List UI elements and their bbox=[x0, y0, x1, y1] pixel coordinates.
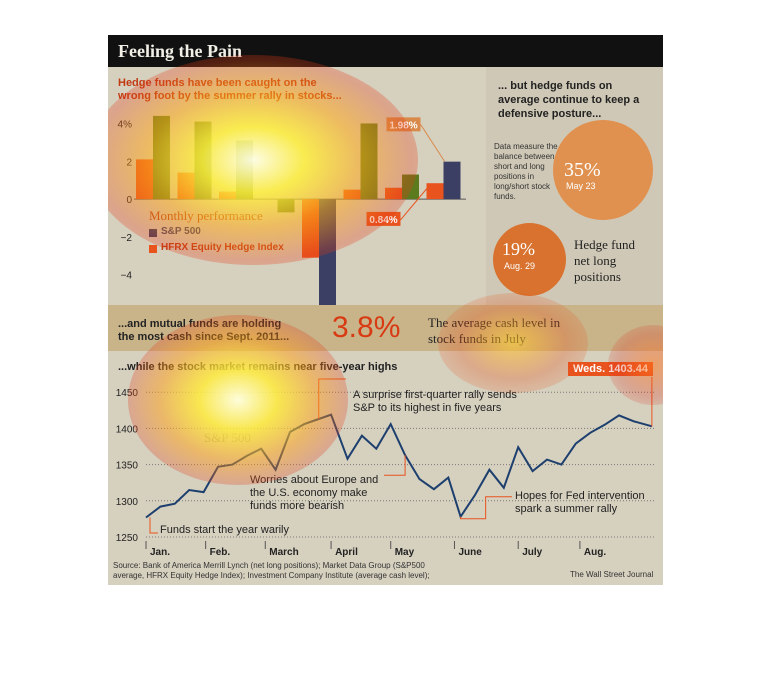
aug-date: Aug. 29 bbox=[504, 261, 536, 271]
circle-aug bbox=[493, 223, 566, 296]
line-xtick-label: Feb. bbox=[210, 547, 231, 558]
line-xtick-label: July bbox=[522, 547, 542, 558]
bar-sp500 bbox=[153, 115, 170, 200]
graphic-title: Feeling the Pain bbox=[118, 41, 242, 61]
bar-ytick: −2 bbox=[121, 233, 133, 244]
line-ytick: 1300 bbox=[116, 497, 139, 508]
bar-chart: 4%20−2−4−6Jan.Feb.MarchAprilMayJuneJulyA… bbox=[118, 115, 466, 305]
leader-start bbox=[149, 517, 158, 534]
bar-ytick: −4 bbox=[121, 271, 133, 282]
annotation-fed: Hopes for Fed intervention spark a summe… bbox=[515, 490, 645, 515]
line-ytick: 1350 bbox=[116, 461, 139, 472]
line-xtick-label: Jan. bbox=[150, 547, 170, 558]
cash-value: 3.8% bbox=[332, 311, 401, 344]
may-value: 35% bbox=[564, 159, 601, 181]
bar-sp500 bbox=[360, 123, 378, 200]
positions-heading: ... but hedge funds on average continue … bbox=[498, 80, 640, 120]
data-label-sp500: 1.98% bbox=[389, 120, 417, 131]
leader-fed bbox=[460, 496, 512, 520]
bar-sp500 bbox=[443, 161, 461, 200]
leader-rally bbox=[318, 378, 346, 420]
leader-europe bbox=[384, 455, 406, 476]
line-ytick: 1450 bbox=[116, 388, 139, 399]
bar-sp500 bbox=[402, 174, 419, 200]
index-panel: ...while the stock market remains near f… bbox=[108, 351, 663, 585]
line-ytick: 1250 bbox=[116, 533, 139, 544]
bar-sp500 bbox=[319, 199, 336, 305]
bar-hfrx bbox=[343, 189, 361, 200]
line-xtick-label: April bbox=[335, 547, 358, 558]
cash-heading: ...and mutual funds are holding the most… bbox=[118, 318, 290, 343]
bar-hfrx bbox=[385, 187, 402, 200]
title-bar: Feeling the Pain bbox=[108, 35, 663, 67]
positions-panel: ... but hedge funds on average continue … bbox=[486, 67, 663, 305]
bar-ytick: 4% bbox=[118, 119, 133, 130]
annotation-europe: Worries about Europe and the U.S. econom… bbox=[250, 474, 379, 512]
series-label: S&P 500 bbox=[204, 430, 251, 445]
line-xtick-label: March bbox=[269, 547, 298, 558]
bar-hfrx bbox=[177, 172, 195, 200]
legend-title: Monthly performance bbox=[149, 208, 263, 223]
infographic: Feeling the Pain Hedge funds have been c… bbox=[108, 35, 663, 585]
line-chart: 1250 1300 1350 1400 1450 Jan. Feb. March April Ma… bbox=[116, 377, 656, 558]
bar-sp500 bbox=[194, 121, 212, 200]
latest-callout: Weds. 1403.44 bbox=[568, 362, 654, 376]
legend-swatch-hfrx bbox=[149, 245, 157, 253]
legend-swatch-sp500 bbox=[149, 229, 157, 237]
cash-panel: ...and mutual funds are holding the most… bbox=[108, 305, 663, 351]
label-leader-sp500 bbox=[420, 124, 445, 162]
source-note: Source: Bank of America Merrill Lynch (n… bbox=[113, 561, 430, 580]
annotation-start: Funds start the year warily bbox=[160, 524, 289, 536]
bar-ytick: 0 bbox=[126, 195, 132, 206]
bar-hfrx bbox=[219, 191, 236, 200]
annotation-rally: A surprise first-quarter rally sends S&P… bbox=[353, 389, 517, 414]
cash-caption: The average cash level in stock funds in… bbox=[428, 315, 561, 346]
bar-hfrx bbox=[426, 183, 444, 200]
bar-sp500 bbox=[236, 140, 253, 200]
line-xtick-label: Aug. bbox=[584, 547, 606, 558]
positions-caption: Hedge fund net long positions bbox=[574, 237, 636, 284]
credit: The Wall Street Journal bbox=[570, 570, 654, 579]
data-label-hfrx: 0.84% bbox=[369, 215, 397, 226]
legend-label-sp500: S&P 500 bbox=[161, 226, 201, 237]
line-xtick-label: May bbox=[395, 547, 415, 558]
bar-hfrx bbox=[302, 199, 319, 258]
legend-label-hfrx: HFRX Equity Hedge Index bbox=[161, 242, 284, 253]
may-date: May 23 bbox=[566, 181, 596, 191]
circle-may bbox=[553, 120, 653, 220]
bar-sp500 bbox=[277, 199, 295, 213]
aug-value: 19% bbox=[502, 239, 535, 259]
bar-ytick: 2 bbox=[126, 157, 132, 168]
bar-hfrx bbox=[136, 159, 153, 200]
line-xtick-label: June bbox=[458, 547, 482, 558]
positions-note: Data measure the balance between short a… bbox=[494, 142, 558, 201]
monthly-panel: Hedge funds have been caught on the wron… bbox=[108, 67, 486, 305]
line-ytick: 1400 bbox=[116, 424, 139, 435]
